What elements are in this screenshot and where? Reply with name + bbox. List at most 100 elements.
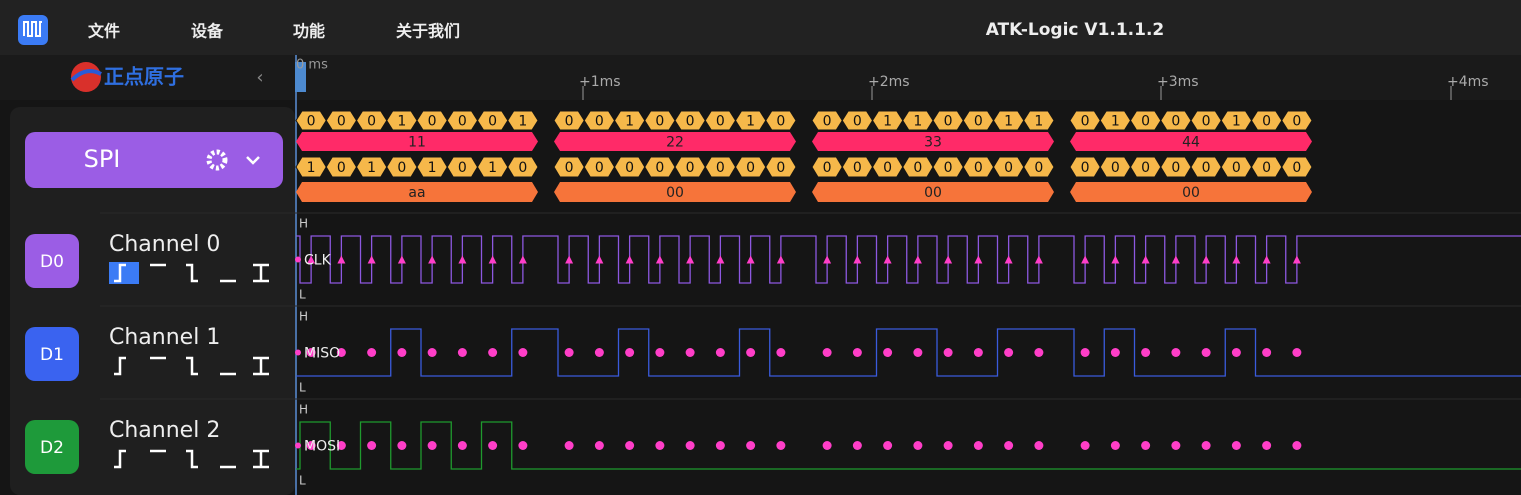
- sample-dot: [883, 348, 893, 357]
- sample-dot: [295, 349, 301, 356]
- edge-marker: [565, 255, 574, 264]
- channel-badge[interactable]: [25, 234, 79, 288]
- bit-value: 0: [565, 114, 574, 130]
- bit-value: 0: [974, 114, 983, 130]
- edge-marker: [1004, 255, 1013, 264]
- trigger-rising[interactable]: [114, 263, 126, 283]
- bit-value: 0: [1171, 114, 1180, 130]
- channel-name[interactable]: Channel 1: [109, 325, 220, 350]
- sample-dot: [715, 348, 725, 357]
- app-icon-glyph: [23, 21, 42, 37]
- bit-value: 0: [823, 160, 832, 176]
- bit-value: 0: [776, 114, 785, 130]
- channel-badge[interactable]: [25, 420, 79, 474]
- sample-dot: [295, 256, 301, 263]
- sample-dot: [306, 348, 316, 357]
- sample-dot: [1080, 348, 1090, 357]
- bit-value: 1: [397, 114, 406, 130]
- trigger-edge[interactable]: [253, 449, 269, 469]
- bit-value: 1: [518, 114, 527, 130]
- sample-dot: [822, 441, 832, 450]
- sample-dot: [1004, 441, 1014, 450]
- sample-dot: [943, 441, 953, 450]
- sample-dot: [1292, 348, 1302, 357]
- trigger-rising[interactable]: [114, 356, 126, 376]
- sample-dot: [594, 441, 604, 450]
- bit-value: 0: [595, 160, 604, 176]
- byte-cell: [812, 182, 1054, 202]
- bit-value: 0: [1004, 160, 1013, 176]
- bit-value: 0: [428, 114, 437, 130]
- sample-dot: [295, 442, 301, 449]
- edge-marker: [307, 255, 316, 264]
- byte-cell: [554, 132, 796, 151]
- menu-item[interactable]: 文件: [88, 22, 120, 41]
- level-high: H: [299, 403, 308, 417]
- dropdown-icon[interactable]: [246, 156, 260, 165]
- sample-dot: [1201, 441, 1211, 450]
- sample-dot: [1141, 348, 1151, 357]
- sample-dot: [1201, 348, 1211, 357]
- byte-cell: [296, 132, 538, 151]
- channel-badge[interactable]: [25, 327, 79, 381]
- sample-dot: [488, 348, 498, 357]
- channel-name[interactable]: Channel 0: [109, 232, 220, 257]
- bit-cell: [507, 110, 539, 131]
- trigger-edge[interactable]: [253, 263, 269, 283]
- bit-value: 0: [595, 114, 604, 130]
- collapse-button[interactable]: ‹: [256, 67, 263, 88]
- edge-marker: [397, 255, 406, 264]
- bit-value: 0: [655, 160, 664, 176]
- sample-dot: [367, 348, 377, 357]
- logo-text: 正点原子: [104, 65, 184, 89]
- bit-value: 0: [458, 160, 467, 176]
- sample-dot: [685, 441, 695, 450]
- sample-dot: [1171, 441, 1181, 450]
- waveform: [296, 328, 1521, 377]
- menu-item[interactable]: 关于我们: [396, 22, 460, 41]
- bit-value: 1: [1004, 114, 1013, 130]
- level-high: H: [299, 310, 308, 324]
- edge-marker: [1081, 255, 1090, 264]
- sample-dot: [655, 441, 665, 450]
- channel-badge-label: D1: [40, 345, 64, 365]
- trigger-edge[interactable]: [253, 356, 269, 376]
- bit-value: 0: [823, 114, 832, 130]
- trigger-falling[interactable]: [186, 356, 198, 376]
- menu-item[interactable]: 设备: [191, 22, 224, 41]
- bit-value: 1: [367, 160, 376, 176]
- channel-name[interactable]: Channel 2: [109, 418, 220, 443]
- trigger-falling[interactable]: [186, 263, 198, 283]
- bit-value: 1: [428, 160, 437, 176]
- level-low: L: [299, 381, 306, 395]
- menu-item[interactable]: 功能: [293, 22, 325, 41]
- decoder-button[interactable]: [25, 132, 283, 188]
- bit-value: 0: [1262, 114, 1271, 130]
- sample-dot: [776, 348, 786, 357]
- bit-value: 0: [1202, 114, 1211, 130]
- trigger-rising[interactable]: [114, 449, 126, 469]
- sample-dot: [973, 348, 983, 357]
- settings-icon[interactable]: [206, 149, 228, 171]
- bit-value: 0: [716, 160, 725, 176]
- bit-cell: [765, 156, 797, 178]
- edge-marker: [1202, 255, 1211, 264]
- level-low: L: [299, 288, 306, 302]
- bit-value: 0: [944, 160, 953, 176]
- trigger-falling[interactable]: [186, 449, 198, 469]
- bit-value: 1: [883, 114, 892, 130]
- cursor-handle[interactable]: [295, 62, 306, 92]
- sample-dot: [625, 348, 635, 357]
- sample-dot: [1292, 441, 1302, 450]
- ruler-start: 0 ms: [296, 58, 328, 73]
- bit-value: 0: [686, 160, 695, 176]
- bit-value: 0: [686, 114, 695, 130]
- byte-cell: [1070, 132, 1312, 151]
- channel-badge-label: D0: [40, 252, 64, 272]
- sample-dot: [1231, 348, 1241, 357]
- menu-bar: [0, 0, 1521, 55]
- bit-value: 0: [488, 114, 497, 130]
- edge-marker: [1111, 255, 1120, 264]
- edge-marker: [913, 255, 922, 264]
